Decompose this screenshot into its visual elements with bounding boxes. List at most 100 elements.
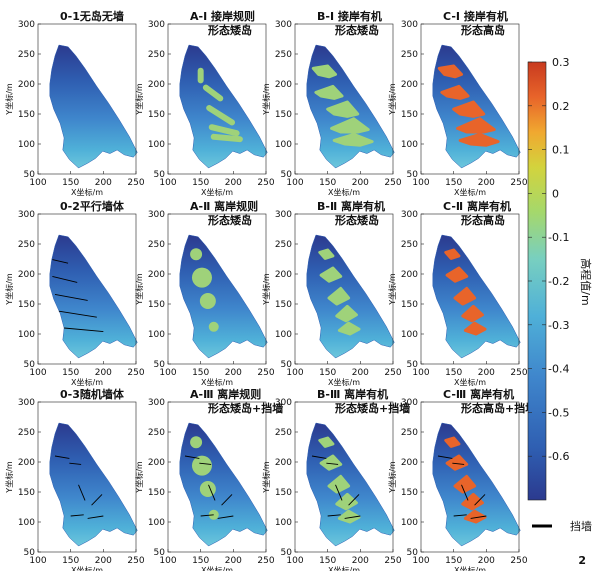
y-tick-label: 150 — [148, 110, 165, 120]
x-tick-label: 150 — [192, 368, 209, 378]
y-tick-label: 250 — [401, 50, 418, 60]
terrain-area — [306, 234, 395, 359]
y-tick-label: 50 — [407, 360, 419, 370]
y-tick-label: 300 — [18, 210, 35, 220]
y-tick-label: 100 — [18, 140, 35, 150]
x-axis-label: X坐标/m — [71, 565, 103, 571]
y-tick-label: 300 — [148, 398, 165, 408]
island — [337, 509, 361, 524]
axes-frame — [420, 23, 520, 175]
island — [314, 84, 344, 100]
panel-title: A-Ⅲ 离岸规则 — [190, 387, 261, 401]
island — [327, 286, 351, 306]
x-tick-label: 250 — [127, 556, 144, 566]
x-axis-label: X坐标/m — [71, 187, 103, 197]
colorbar-tick-label: 0.3 — [552, 56, 570, 69]
y-tick-label: 150 — [148, 300, 165, 310]
y-axis-label: Y坐标/m — [4, 83, 14, 116]
wall — [70, 514, 84, 517]
x-tick-label: 150 — [62, 178, 79, 188]
x-tick-label: 100 — [412, 556, 429, 566]
axes-frame — [294, 23, 394, 175]
y-tick-label: 250 — [148, 240, 165, 250]
island — [458, 132, 500, 147]
y-tick-label: 200 — [275, 80, 292, 90]
island — [463, 321, 487, 336]
y-tick-label: 50 — [24, 170, 36, 180]
colorbar-tick-label: -0.3 — [548, 319, 569, 332]
island — [461, 304, 484, 323]
wall — [217, 515, 234, 519]
axes-frame — [37, 213, 137, 365]
island — [453, 474, 477, 494]
y-tick-label: 100 — [275, 330, 292, 340]
y-tick-label: 200 — [401, 458, 418, 468]
colorbar-ticks: 0.3 0.2 0.1 0 -0.1 -0.2 -0.3 -0.4 -0.5 -0.6 — [528, 56, 570, 463]
y-tick-label: 250 — [275, 50, 292, 60]
y-tick-label: 250 — [148, 428, 165, 438]
colorbar-tick-label: -0.6 — [548, 450, 569, 463]
island — [330, 117, 370, 134]
wall — [348, 494, 360, 506]
x-tick-label: 250 — [257, 556, 274, 566]
colorbar-tick-label: -0.2 — [548, 275, 569, 288]
axes-frame — [294, 401, 394, 553]
wall — [184, 455, 200, 459]
island — [191, 455, 212, 476]
y-tick-label: 100 — [401, 330, 418, 340]
y-tick-label: 200 — [148, 458, 165, 468]
y-tick-label: 100 — [275, 518, 292, 528]
wall — [470, 515, 487, 519]
y-tick-label: 200 — [148, 80, 165, 90]
panel-subtitle: 形态矮岛 — [335, 23, 379, 37]
panel-title: B-Ⅱ 离岸有机 — [317, 199, 385, 213]
wall — [58, 310, 97, 318]
y-tick-label: 50 — [407, 170, 419, 180]
y-tick-label: 100 — [275, 140, 292, 150]
y-tick-label: 100 — [148, 330, 165, 340]
island — [202, 84, 224, 102]
y-tick-label: 250 — [18, 240, 35, 250]
wall — [91, 494, 103, 506]
wall — [461, 484, 469, 501]
axes-frame — [167, 401, 267, 553]
terrain-area — [179, 44, 268, 169]
island — [208, 321, 219, 332]
y-tick-label: 50 — [154, 548, 166, 558]
y-axis-label: Y坐标/m — [134, 83, 144, 116]
x-tick-label: 200 — [352, 556, 369, 566]
y-tick-label: 300 — [148, 210, 165, 220]
y-tick-label: 250 — [401, 428, 418, 438]
y-tick-label: 150 — [275, 300, 292, 310]
y-tick-label: 150 — [275, 488, 292, 498]
y-tick-label: 50 — [154, 170, 166, 180]
y-tick-label: 250 — [275, 428, 292, 438]
x-tick-label: 150 — [62, 368, 79, 378]
wall — [335, 484, 343, 501]
terrain-area — [49, 422, 138, 547]
island — [461, 492, 484, 511]
y-axis-label: Y坐标/m — [387, 83, 397, 116]
y-tick-label: 300 — [18, 20, 35, 30]
panel-subtitle: 形态矮岛 — [335, 213, 379, 227]
x-tick-label: 200 — [478, 178, 495, 188]
wall — [221, 494, 233, 506]
axes-frame — [420, 401, 520, 553]
x-axis-label: X坐标/m — [201, 565, 233, 571]
x-tick-label: 250 — [510, 178, 527, 188]
panel-title: C-Ⅲ 离岸有机 — [443, 387, 514, 401]
x-tick-label: 100 — [29, 178, 46, 188]
y-tick-label: 300 — [275, 398, 292, 408]
terrain-area — [432, 234, 521, 359]
y-tick-label: 100 — [18, 330, 35, 340]
x-tick-label: 200 — [95, 368, 112, 378]
x-tick-label: 200 — [95, 556, 112, 566]
panel-subtitle: 形态高岛 — [461, 213, 505, 227]
island — [319, 454, 343, 471]
y-tick-label: 300 — [275, 210, 292, 220]
island — [191, 267, 212, 288]
